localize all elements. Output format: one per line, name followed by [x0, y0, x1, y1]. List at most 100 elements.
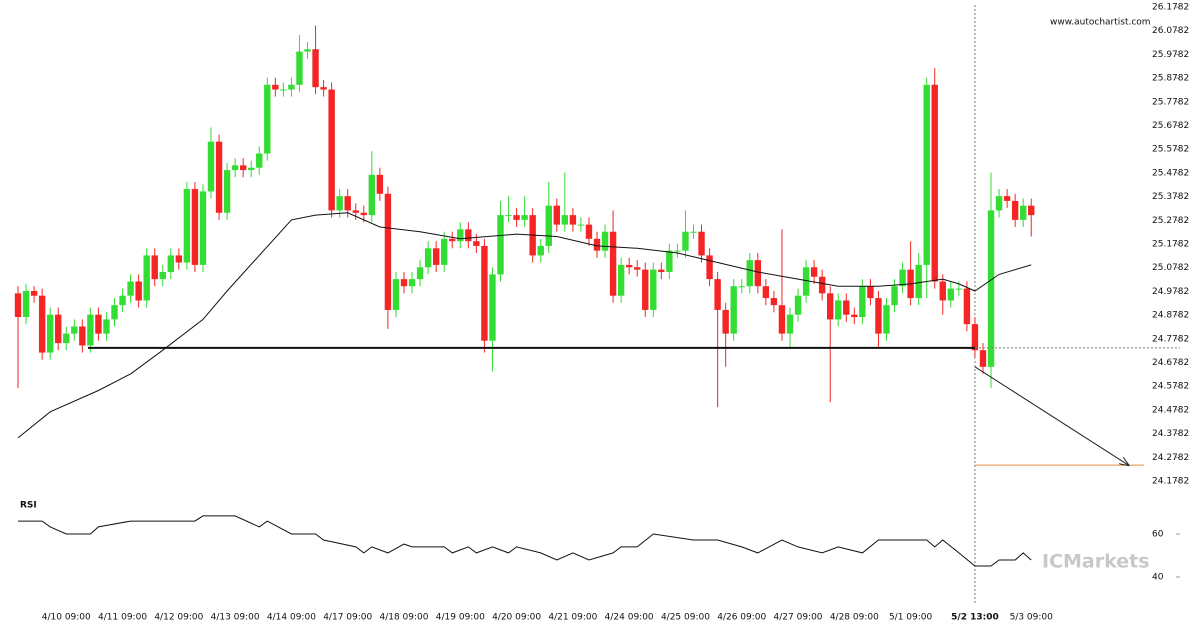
- candle-body: [931, 84, 938, 282]
- candle-body: [280, 89, 287, 91]
- candle-body: [264, 84, 271, 154]
- candle-body: [352, 210, 359, 213]
- candle-body: [634, 267, 641, 270]
- candle-body: [818, 276, 826, 294]
- y-tick-label: 25.9782: [1152, 50, 1189, 60]
- candle-body: [971, 324, 979, 351]
- candle-body: [987, 210, 995, 367]
- candle-body: [400, 279, 408, 287]
- candle-body: [674, 250, 681, 252]
- y-tick-label: 25.8782: [1152, 74, 1189, 84]
- candle-body: [87, 314, 94, 346]
- candle-body: [786, 314, 794, 334]
- candle-body: [577, 224, 585, 226]
- candle-body: [754, 260, 762, 287]
- candle-body: [79, 326, 86, 346]
- y-tick-label: 25.1782: [1152, 239, 1189, 249]
- candle-body: [55, 314, 62, 344]
- candle-body: [690, 231, 697, 233]
- candle-body: [215, 141, 223, 213]
- candle-body: [706, 255, 713, 280]
- y-tick-label: 24.2782: [1152, 453, 1189, 463]
- rsi-tick-label: 60: [1152, 529, 1164, 539]
- candle-body: [71, 326, 78, 334]
- y-tick-label: 26.1782: [1152, 2, 1189, 12]
- forecast-arrow: [974, 366, 1129, 465]
- candle-body: [239, 165, 247, 171]
- candle-body: [449, 238, 456, 242]
- rsi-line: [18, 515, 1032, 567]
- y-tick-label: 25.5782: [1152, 145, 1189, 155]
- y-tick-label: 25.4782: [1152, 168, 1189, 178]
- candle-body: [609, 231, 617, 296]
- candle-body: [513, 215, 520, 220]
- candle-body: [392, 279, 400, 310]
- y-tick-label: 24.7782: [1152, 334, 1189, 344]
- candle-body: [569, 215, 577, 225]
- candle-body: [995, 196, 1003, 211]
- x-tick-label: 4/24 09:00: [605, 613, 654, 623]
- candle-body: [601, 231, 609, 251]
- y-tick-label: 24.9782: [1152, 287, 1189, 297]
- x-tick-label: 4/13 09:00: [211, 613, 260, 623]
- candle-body: [682, 231, 689, 251]
- candle-body: [746, 260, 753, 287]
- rsi-label: RSI: [20, 501, 37, 511]
- candle-body: [328, 89, 335, 211]
- candle-body: [256, 153, 263, 168]
- candle-body: [658, 269, 665, 273]
- candle-body: [320, 87, 327, 90]
- candle-body: [14, 293, 22, 318]
- candle-body: [778, 305, 786, 334]
- candle-body: [1011, 200, 1019, 220]
- candle-body: [545, 205, 552, 246]
- candle-body: [30, 290, 38, 296]
- candle-body: [770, 298, 778, 306]
- candle-body: [867, 286, 874, 299]
- y-tick-label: 24.5782: [1152, 382, 1189, 392]
- candle-body: [159, 272, 166, 280]
- candle-body: [441, 238, 448, 265]
- candle-body: [521, 215, 528, 220]
- watermark: ICMarkets: [1042, 551, 1150, 573]
- candle-body: [1019, 205, 1027, 220]
- candle-body: [585, 224, 593, 239]
- y-tick-label: 24.3782: [1152, 429, 1189, 439]
- candle-body: [843, 300, 850, 315]
- candle-body: [288, 84, 295, 90]
- x-tick-label: 4/19 09:00: [436, 613, 485, 623]
- candle-body: [38, 295, 46, 353]
- candle-body: [424, 248, 432, 268]
- candle-body: [1003, 196, 1011, 201]
- candle-body: [63, 333, 70, 344]
- candle-body: [336, 196, 343, 211]
- candle-body: [794, 295, 802, 315]
- candle-body: [497, 215, 504, 275]
- candle-body: [593, 238, 601, 251]
- candle-body: [368, 174, 376, 216]
- x-tick-label: 4/10 09:00: [42, 613, 91, 623]
- source-label: www.autochartist.com: [1050, 18, 1151, 28]
- candle-body: [191, 189, 199, 265]
- candle-body: [207, 141, 215, 192]
- candle-body: [947, 288, 955, 301]
- candle-body: [465, 229, 472, 242]
- candle-body: [199, 191, 207, 265]
- candle-body: [376, 174, 384, 194]
- candle-body: [312, 49, 319, 88]
- y-tick-label: 25.3782: [1152, 192, 1189, 202]
- y-tick-label: 25.7782: [1152, 97, 1189, 107]
- candle-body: [553, 205, 560, 225]
- candle-body: [979, 350, 987, 367]
- candle-body: [481, 245, 488, 341]
- y-tick-label: 24.4782: [1152, 405, 1189, 415]
- x-tick-label: 4/11 09:00: [98, 613, 147, 623]
- y-tick-label: 24.1782: [1152, 476, 1189, 486]
- candle-body: [304, 49, 311, 52]
- candle-body: [473, 241, 480, 246]
- moving-average: [17, 212, 1032, 439]
- candle-body: [384, 193, 392, 310]
- candle-body: [111, 305, 118, 320]
- candle-body: [175, 255, 183, 263]
